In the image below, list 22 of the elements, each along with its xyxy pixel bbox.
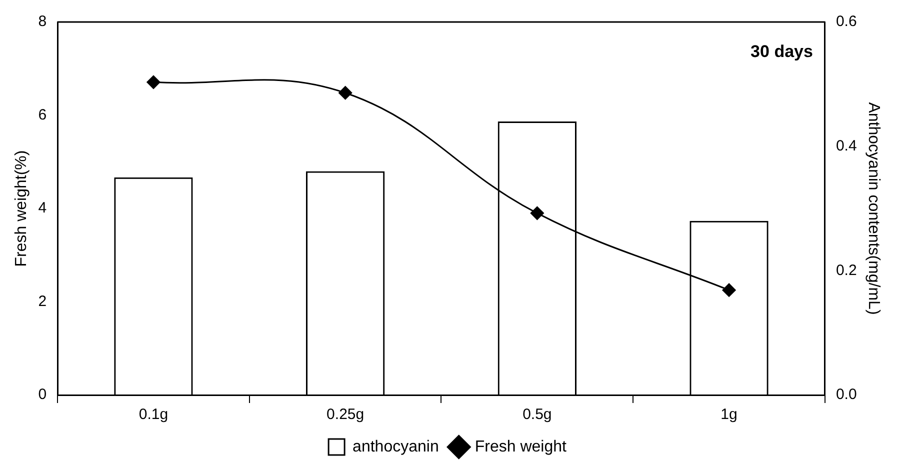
x-tick-label: 0.25g <box>326 406 364 424</box>
y-tick-label: 6 <box>38 106 47 124</box>
x-tick-label: 0.5g <box>522 406 552 424</box>
legend-label: Fresh weight <box>474 438 567 456</box>
x-tick-label: 1g <box>720 406 738 424</box>
y-tick-label: 8 <box>38 13 47 30</box>
y2-axis-title: Anthocyanin contents(mg/mL) <box>864 102 882 315</box>
annotation: 30 days <box>750 42 813 62</box>
y-tick-label: 4 <box>38 200 47 217</box>
y-tick-label: 2 <box>38 292 47 310</box>
y-tick-label: 0 <box>38 386 47 404</box>
y-axis-title: Fresh weight(%) <box>13 150 30 267</box>
y2-tick-label: 0.0 <box>836 386 857 404</box>
y2-tick-label: 0.2 <box>836 262 857 279</box>
point <box>722 283 736 297</box>
y2-tick-label: 0.4 <box>836 137 857 154</box>
x-tick-label: 0.1g <box>138 406 168 424</box>
y2-tick-label: 0.6 <box>836 13 857 30</box>
point <box>146 75 160 89</box>
point <box>338 86 352 100</box>
point <box>530 206 544 220</box>
legend-label: anthocyanin <box>352 438 439 456</box>
